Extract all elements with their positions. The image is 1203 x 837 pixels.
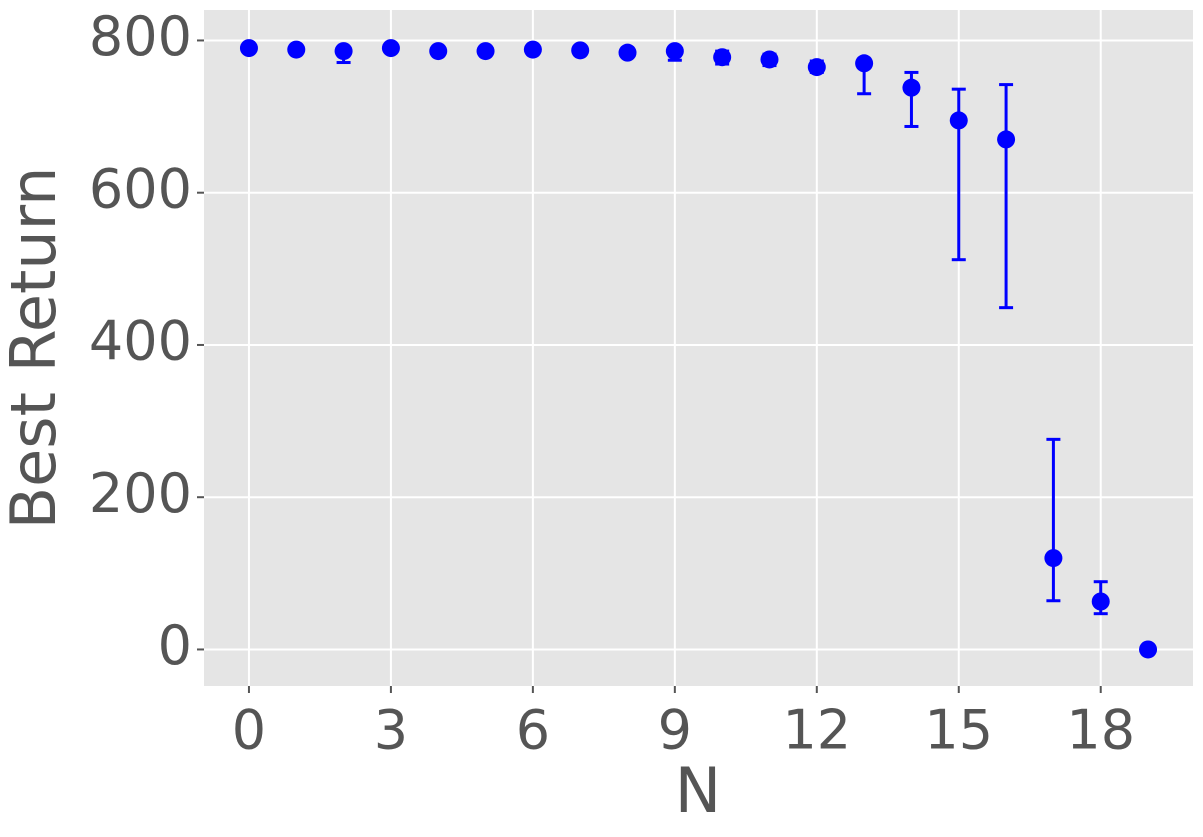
point xyxy=(287,40,306,59)
x-tick-label: 15 xyxy=(924,699,993,762)
y-axis-label: Best Return xyxy=(0,167,70,530)
point xyxy=(949,111,968,130)
error-bar xyxy=(1046,437,1061,603)
point xyxy=(713,48,732,67)
x-tick-label: 9 xyxy=(658,699,692,762)
error-bar xyxy=(999,83,1014,310)
point xyxy=(855,54,874,73)
point xyxy=(618,43,637,62)
point xyxy=(523,40,542,59)
point xyxy=(807,58,826,77)
x-axis-label: N xyxy=(675,754,721,827)
y-tick-label: 600 xyxy=(89,157,192,220)
point xyxy=(571,41,590,60)
point xyxy=(429,42,448,61)
point xyxy=(760,50,779,69)
plot-area xyxy=(204,10,1193,686)
point xyxy=(1044,549,1063,568)
point xyxy=(476,42,495,61)
x-tick-label: 6 xyxy=(516,699,550,762)
point xyxy=(665,42,684,61)
y-tick-label: 0 xyxy=(158,614,192,677)
x-tick-label: 0 xyxy=(232,699,266,762)
y-tick-label: 200 xyxy=(89,462,192,525)
point xyxy=(334,42,353,61)
point xyxy=(1139,640,1158,659)
point xyxy=(381,39,400,58)
x-tick-label: 12 xyxy=(782,699,851,762)
x-tick-label: 3 xyxy=(374,699,408,762)
point xyxy=(997,130,1016,149)
x-tick-label: 18 xyxy=(1066,699,1135,762)
y-tick-label: 400 xyxy=(89,310,192,373)
y-tick-label: 800 xyxy=(89,5,192,68)
point xyxy=(239,39,258,58)
point xyxy=(902,78,921,97)
point xyxy=(1091,592,1110,611)
